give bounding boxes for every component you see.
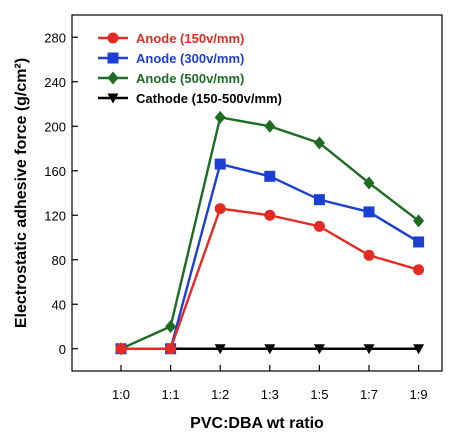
- series-layer: [115, 110, 425, 356]
- y-tick-label: 80: [52, 253, 66, 268]
- y-tick-label: 240: [44, 75, 66, 90]
- data-point: [363, 344, 375, 355]
- legend-item: Cathode (150-500v/mm): [98, 91, 282, 106]
- legend-label: Anode (300v/mm): [136, 51, 244, 66]
- data-point: [214, 203, 226, 215]
- legend-label: Anode (500v/mm): [136, 71, 244, 86]
- data-point: [313, 194, 325, 206]
- legend: Anode (150v/mm) Anode (300v/mm) Anode (500…: [98, 31, 282, 106]
- y-axis-title: Electrostatic adhesive force (g/cm²): [13, 58, 30, 328]
- data-point: [363, 249, 375, 261]
- x-tick-label: 1:9: [410, 387, 428, 402]
- data-point: [264, 170, 276, 182]
- legend-swatch-marker: [107, 52, 119, 64]
- y-tick-label: 280: [44, 30, 66, 45]
- y-tick-label: 40: [52, 297, 66, 312]
- data-point: [363, 206, 375, 218]
- series-2: [115, 110, 425, 356]
- x-axis-ticks: 1:0 1:1 1:2 1:3 1:5 1:7 1:9: [112, 365, 428, 402]
- y-axis-ticks: 0 40 80 120 160 200 240 280: [44, 30, 78, 357]
- data-point: [264, 344, 276, 355]
- data-point: [165, 343, 177, 355]
- legend-swatch-marker: [107, 71, 119, 85]
- data-point: [413, 214, 425, 228]
- x-axis-title: PVC:DBA wt ratio: [190, 415, 324, 432]
- legend-item: Anode (500v/mm): [98, 71, 244, 86]
- y-tick-label: 120: [44, 208, 66, 223]
- x-tick-label: 1:3: [261, 387, 279, 402]
- data-point: [313, 220, 325, 232]
- y-tick-label: 0: [59, 342, 66, 357]
- series-1: [115, 158, 425, 355]
- legend-item: Anode (150v/mm): [98, 31, 244, 46]
- data-point: [264, 119, 276, 133]
- x-tick-label: 1:0: [112, 387, 130, 402]
- plot-frame: [71, 14, 443, 372]
- data-point: [214, 110, 226, 124]
- legend-swatch-marker: [107, 32, 119, 44]
- data-point: [214, 344, 226, 355]
- legend-item: Anode (300v/mm): [98, 51, 244, 66]
- data-point: [115, 343, 127, 355]
- data-point: [413, 264, 425, 276]
- y-tick-label: 200: [44, 119, 66, 134]
- series-line: [120, 115, 420, 350]
- y-tick-label: 160: [44, 164, 66, 179]
- data-point: [264, 209, 276, 221]
- x-tick-label: 1:5: [310, 387, 328, 402]
- data-point: [214, 158, 226, 170]
- data-point: [313, 136, 325, 150]
- data-point: [165, 320, 177, 333]
- legend-swatch-marker: [107, 93, 119, 104]
- x-tick-label: 1:2: [211, 387, 229, 402]
- data-point: [313, 344, 325, 355]
- x-tick-label: 1:1: [162, 387, 180, 402]
- x-tick-label: 1:7: [360, 387, 378, 402]
- series-0: [115, 203, 425, 355]
- data-point: [363, 176, 375, 190]
- data-point: [413, 236, 425, 248]
- data-point: [413, 344, 425, 355]
- legend-label: Anode (150v/mm): [136, 31, 244, 46]
- legend-label: Cathode (150-500v/mm): [136, 91, 282, 106]
